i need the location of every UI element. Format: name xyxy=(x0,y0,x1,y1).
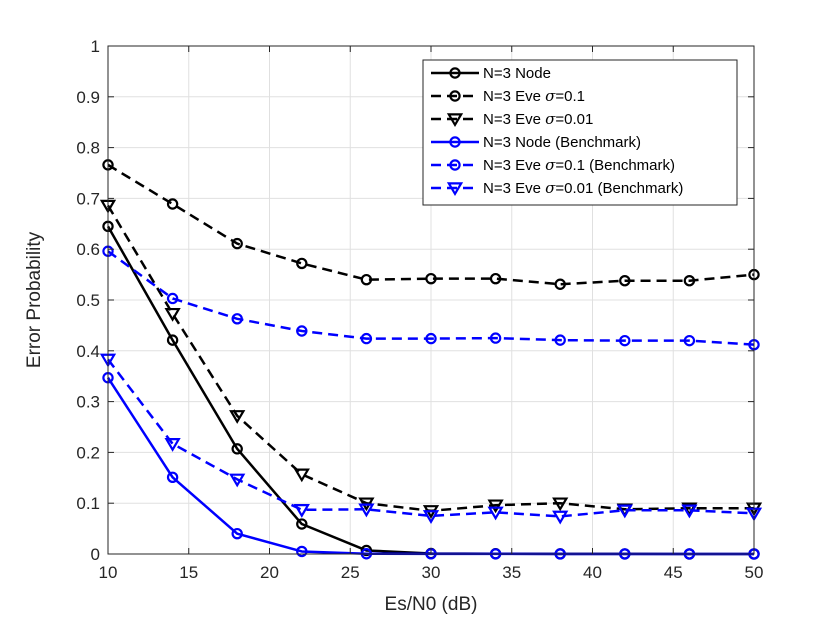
data-point xyxy=(619,334,631,347)
y-tick-label: 0.9 xyxy=(76,88,100,107)
data-point xyxy=(683,274,696,287)
series-2 xyxy=(102,159,760,290)
data-point xyxy=(487,499,504,514)
legend-marker xyxy=(449,136,461,148)
data-point xyxy=(296,545,308,558)
y-tick-label: 0.4 xyxy=(76,342,100,361)
series-line xyxy=(107,250,755,346)
data-point xyxy=(360,273,373,286)
data-point xyxy=(425,332,437,345)
data-point xyxy=(489,272,502,285)
legend-label: N=3 Eve σ=0.01 (Benchmark) xyxy=(483,179,683,197)
y-tick-label: 0.3 xyxy=(76,393,100,412)
y-tick-label: 1 xyxy=(91,37,100,56)
data-point xyxy=(489,332,502,344)
data-point xyxy=(229,410,246,424)
data-point xyxy=(358,503,375,518)
data-point xyxy=(425,272,437,285)
data-point xyxy=(681,504,698,519)
legend-marker xyxy=(446,182,464,197)
y-tick-label: 0.8 xyxy=(76,139,100,158)
y-tick-label: 0.5 xyxy=(76,291,100,310)
ticks xyxy=(107,45,755,555)
x-tick-label: 45 xyxy=(664,563,683,582)
legend-label: N=3 Eve σ=0.01 xyxy=(483,110,593,128)
data-point xyxy=(231,443,243,455)
legend-label: N=3 Node (Benchmark) xyxy=(483,134,641,151)
x-tick-label: 15 xyxy=(179,563,198,582)
data-point xyxy=(166,292,179,305)
legend-entry-3: N=3 Eve σ=0.01 xyxy=(431,110,593,128)
series-line xyxy=(107,358,755,518)
legend-entry-4: N=3 Node (Benchmark) xyxy=(431,134,641,151)
x-axis-title: Es/N0 (dB) xyxy=(385,594,478,615)
data-point xyxy=(296,518,308,530)
legend-marker xyxy=(446,113,464,128)
legend-label: N=3 Eve σ=0.1 (Benchmark) xyxy=(483,156,675,174)
data-point xyxy=(164,438,181,452)
data-point xyxy=(422,510,440,524)
x-tick-label: 20 xyxy=(260,563,279,582)
x-tick-label: 50 xyxy=(745,563,764,582)
y-tick-label: 0.6 xyxy=(76,240,100,259)
data-point xyxy=(231,527,243,540)
legend-marker xyxy=(449,90,461,102)
legend-box xyxy=(422,59,738,206)
tick-labels: 10 15 20 25 30 35 40 45 50 0 0.1 0.2 0.3 0.4 0.5 0.6 0.7… xyxy=(76,37,763,582)
y-axis-title: Error Probability xyxy=(24,231,45,368)
data-point xyxy=(619,274,631,287)
legend: N=3 Node N=3 Eve σ=0.1 N=3 Eve σ=0.01 N=3 N… xyxy=(422,59,738,206)
x-tick-label: 10 xyxy=(99,563,118,582)
data-point xyxy=(616,504,633,519)
y-tick-label: 0.1 xyxy=(76,494,100,513)
legend-entry-2: N=3 Eve σ=0.1 xyxy=(431,87,585,105)
data-point xyxy=(293,504,310,518)
x-tick-label: 40 xyxy=(583,563,602,582)
data-point xyxy=(164,307,181,322)
data-point xyxy=(554,334,566,346)
data-point xyxy=(487,506,504,521)
legend-entry-6: N=3 Eve σ=0.01 (Benchmark) xyxy=(431,179,683,197)
legend-label: N=3 Node xyxy=(483,65,551,82)
y-tick-label: 0.7 xyxy=(76,189,100,208)
data-point xyxy=(296,325,308,337)
legend-marker xyxy=(449,159,461,171)
y-tick-label: 0 xyxy=(91,545,100,564)
data-point xyxy=(166,334,179,346)
legend-label: N=3 Eve σ=0.1 xyxy=(483,87,585,105)
data-point xyxy=(231,313,243,325)
y-tick-label: 0.2 xyxy=(76,443,100,462)
legend-marker xyxy=(449,67,461,79)
data-point xyxy=(166,471,179,483)
x-tick-label: 35 xyxy=(502,563,521,582)
data-point xyxy=(683,334,696,347)
data-point xyxy=(293,468,310,483)
series-line xyxy=(107,163,755,286)
data-point xyxy=(360,332,373,345)
data-point xyxy=(552,510,569,525)
x-tick-label: 25 xyxy=(341,563,360,582)
data-point xyxy=(231,237,243,250)
data-point xyxy=(229,473,246,488)
data-point xyxy=(166,198,179,210)
legend-entry-1: N=3 Node xyxy=(431,65,551,82)
data-point xyxy=(296,257,308,270)
legend-entry-5: N=3 Eve σ=0.1 (Benchmark) xyxy=(431,156,675,174)
data-point xyxy=(554,278,566,290)
x-tick-label: 30 xyxy=(422,563,441,582)
data-point xyxy=(552,497,569,512)
